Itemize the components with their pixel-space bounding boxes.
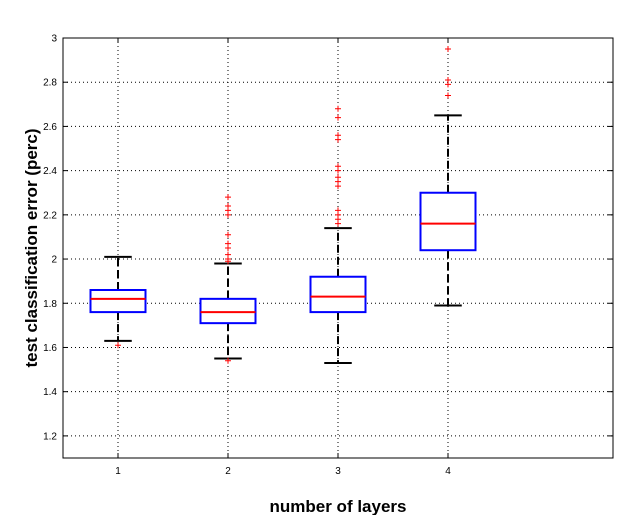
axis-ticks: 1.2 1.4 1.6 1.8 2 2.2 2.4 2.6 2.8 3 1 2 3 4 bbox=[43, 34, 613, 477]
outlier-marker bbox=[335, 174, 341, 181]
outlier-marker bbox=[115, 342, 121, 349]
box-group bbox=[419, 46, 477, 307]
outlier-marker bbox=[335, 207, 341, 214]
box-group bbox=[309, 105, 367, 364]
y-tick-label: 1.8 bbox=[43, 299, 57, 310]
outlier-marker bbox=[445, 92, 451, 99]
y-tick-label: 2.8 bbox=[43, 78, 57, 89]
iqr-box bbox=[199, 297, 257, 325]
y-tick-label: 2.6 bbox=[43, 122, 57, 133]
box-group bbox=[89, 255, 147, 349]
y-tick-label: 3 bbox=[51, 34, 57, 45]
y-tick-label: 1.4 bbox=[43, 387, 57, 398]
x-tick-label: 4 bbox=[445, 466, 451, 477]
boxes bbox=[89, 46, 477, 364]
x-tick-label: 1 bbox=[115, 466, 121, 477]
x-axis-title: number of layers bbox=[270, 497, 407, 515]
x-tick-label: 2 bbox=[225, 466, 231, 477]
outlier-marker bbox=[335, 163, 341, 170]
box-group bbox=[199, 194, 257, 364]
y-tick-label: 1.6 bbox=[43, 343, 57, 354]
y-axis-title: test classification error (perc) bbox=[22, 128, 41, 367]
x-tick-label: 3 bbox=[335, 466, 341, 477]
iqr-box bbox=[89, 289, 147, 314]
outlier-marker bbox=[445, 46, 451, 53]
outlier-marker bbox=[225, 203, 231, 209]
iqr-box bbox=[309, 275, 367, 314]
y-tick-label: 1.2 bbox=[43, 431, 57, 442]
outlier-marker bbox=[445, 77, 451, 83]
outlier-marker bbox=[225, 357, 231, 364]
y-tick-label: 2.2 bbox=[43, 210, 57, 221]
outlier-marker bbox=[335, 114, 341, 121]
outlier-marker bbox=[225, 240, 231, 247]
outlier-marker bbox=[225, 194, 231, 201]
iqr-box bbox=[419, 191, 477, 252]
outlier-marker bbox=[225, 231, 231, 238]
y-tick-label: 2 bbox=[51, 255, 57, 266]
y-tick-label: 2.4 bbox=[43, 166, 57, 177]
outlier-marker bbox=[335, 132, 341, 139]
outlier-marker bbox=[225, 251, 231, 258]
outlier-marker bbox=[335, 105, 341, 112]
